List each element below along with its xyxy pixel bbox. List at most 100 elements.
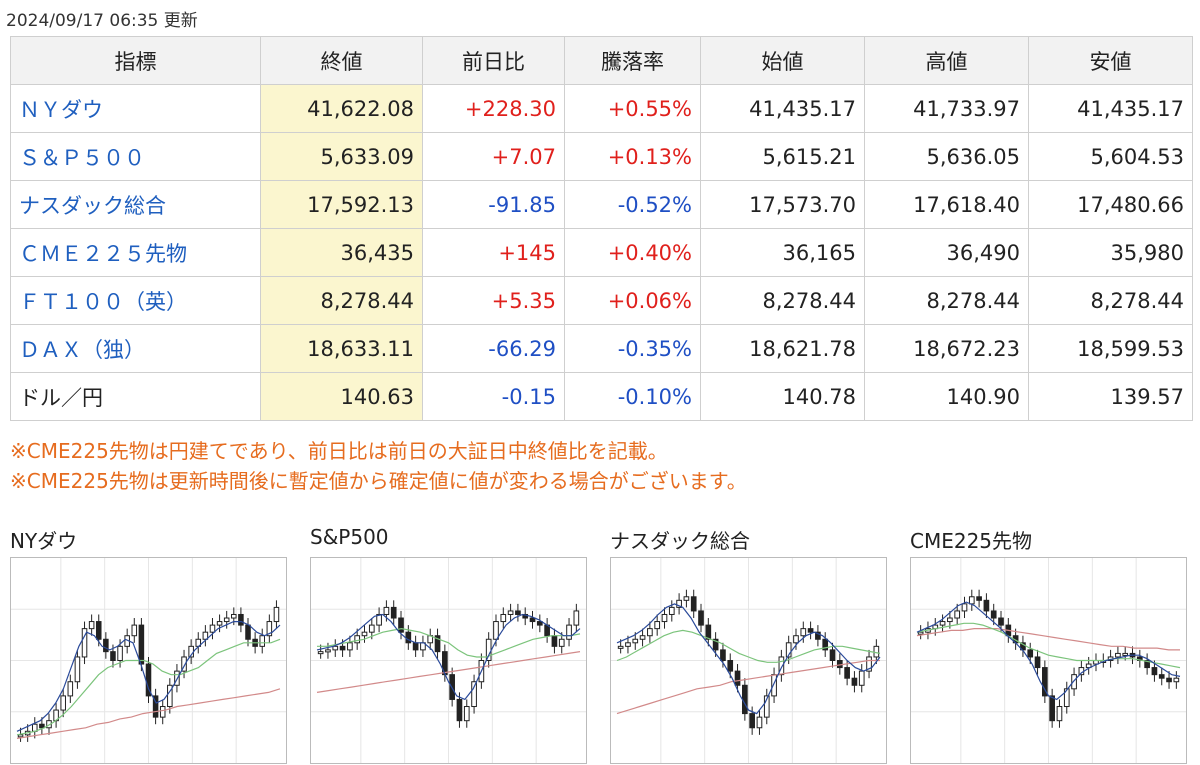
moving-average-long <box>16 688 281 739</box>
index-link-nasdaq[interactable]: ナスダック総合 <box>10 180 261 229</box>
header-high: 高値 <box>864 36 1029 85</box>
candle-body <box>231 613 237 619</box>
high-value: 17,618.40 <box>864 180 1029 229</box>
candle-body <box>558 638 565 647</box>
candle-body <box>361 631 368 637</box>
candle-body <box>720 649 726 661</box>
chart-nasdaq[interactable] <box>610 557 887 764</box>
candle-body <box>325 649 331 653</box>
candle-body <box>778 656 785 676</box>
high-value: 5,636.05 <box>864 132 1029 181</box>
header-indicator: 指標 <box>10 36 261 85</box>
candle-body <box>822 638 829 651</box>
moving-average-short <box>616 603 881 715</box>
open-value: 5,615.21 <box>700 132 865 181</box>
candle-body <box>632 638 639 644</box>
open-value: 8,278.44 <box>700 276 865 325</box>
candle-body <box>727 660 734 672</box>
table-row: ドル／円 140.63 -0.15 -0.10% 140.78 140.90 1… <box>10 372 1193 421</box>
moving-average-long <box>616 659 880 715</box>
candle-body <box>1056 706 1063 722</box>
candle-body <box>95 621 102 640</box>
candle-body <box>851 677 858 686</box>
candle-body <box>668 606 675 615</box>
chart-title-sp500: S&P500 <box>310 525 389 549</box>
candle-body <box>339 645 346 651</box>
moving-average-long <box>316 651 581 693</box>
open-value: 140.78 <box>700 372 865 421</box>
header-low: 安値 <box>1028 36 1193 85</box>
candle-body <box>756 716 763 729</box>
candlestick-chart <box>11 558 286 763</box>
candle-body <box>138 624 145 665</box>
candle-body <box>976 596 982 601</box>
chart-nydow[interactable] <box>10 557 287 764</box>
candle-body <box>998 617 1004 626</box>
index-link-dax[interactable]: ＤＡＸ（独） <box>10 324 261 373</box>
change-pct-value: -0.35% <box>564 324 701 373</box>
change-pct-value: +0.40% <box>564 228 701 277</box>
moving-average-short <box>916 601 1181 701</box>
candle-body <box>376 613 382 626</box>
index-link-sp500[interactable]: Ｓ＆Ｐ５００ <box>10 132 261 181</box>
change-pct-value: +0.13% <box>564 132 701 181</box>
index-link-cme225[interactable]: ＣＭＥ２２５先物 <box>10 228 261 277</box>
candle-body <box>1115 652 1121 658</box>
table-row: ＤＡＸ（独） 18,633.11 -66.29 -0.35% 18,621.78… <box>10 324 1193 373</box>
candlestick-chart <box>911 558 1186 763</box>
candle-body <box>485 638 492 662</box>
candle-body <box>1063 688 1070 708</box>
candle-body <box>734 670 741 686</box>
change-pct-value: +0.55% <box>564 84 701 133</box>
candle-body <box>536 621 543 626</box>
low-value: 17,480.66 <box>1028 180 1193 229</box>
candle-body <box>676 599 682 608</box>
chart-title-nasdaq: ナスダック総合 <box>610 529 750 553</box>
candle-body <box>398 617 404 633</box>
open-value: 36,165 <box>700 228 865 277</box>
candle-body <box>1071 674 1077 690</box>
note-cme-currency: ※CME225先物は円建てであり、前日比は前日の大証日中終値比を記載。 <box>10 439 668 463</box>
index-link-nydow[interactable]: ＮＹダウ <box>10 84 261 133</box>
candle-body <box>1158 674 1165 679</box>
header-close: 終値 <box>260 36 423 85</box>
candle-body <box>815 631 821 640</box>
open-value: 17,573.70 <box>700 180 865 229</box>
moving-average-short <box>16 620 281 732</box>
candle-body <box>39 723 45 729</box>
moving-average-mid <box>616 629 881 663</box>
candle-body <box>1144 660 1150 669</box>
candle-body <box>954 610 961 619</box>
change-value: +5.35 <box>422 276 565 325</box>
candle-body <box>390 606 397 619</box>
candle-body <box>866 656 872 672</box>
low-value: 8,278.44 <box>1028 276 1193 325</box>
note-cme-provisional: ※CME225先物は更新時間後に暫定値から確定値に値が変わる場合がございます。 <box>10 469 747 493</box>
candle-body <box>793 635 799 644</box>
chart-cme225[interactable] <box>910 557 1187 764</box>
candle-body <box>800 628 807 637</box>
candle-body <box>654 621 661 630</box>
candle-body <box>405 631 412 644</box>
chart-sp500[interactable] <box>310 557 587 764</box>
header-change: 前日比 <box>422 36 565 85</box>
candle-body <box>110 651 116 662</box>
candle-body <box>354 635 361 644</box>
candle-body <box>836 660 843 669</box>
candle-body <box>81 628 88 658</box>
candle-body <box>317 651 324 655</box>
close-value: 17,592.13 <box>260 180 423 229</box>
candle-body <box>617 645 624 649</box>
index-link-ft100[interactable]: ＦＴ１００（英） <box>10 276 261 325</box>
candle-body <box>493 621 499 640</box>
candle-body <box>807 628 814 633</box>
close-value: 140.63 <box>260 372 423 421</box>
change-pct-value: +0.06% <box>564 276 701 325</box>
chart-title-nydow: NYダウ <box>10 529 78 553</box>
candle-body <box>117 645 123 661</box>
low-value: 41,435.17 <box>1028 84 1193 133</box>
candle-body <box>74 656 81 683</box>
moving-average-mid <box>317 627 581 658</box>
moving-average-long <box>916 627 1180 651</box>
candle-body <box>573 610 580 626</box>
